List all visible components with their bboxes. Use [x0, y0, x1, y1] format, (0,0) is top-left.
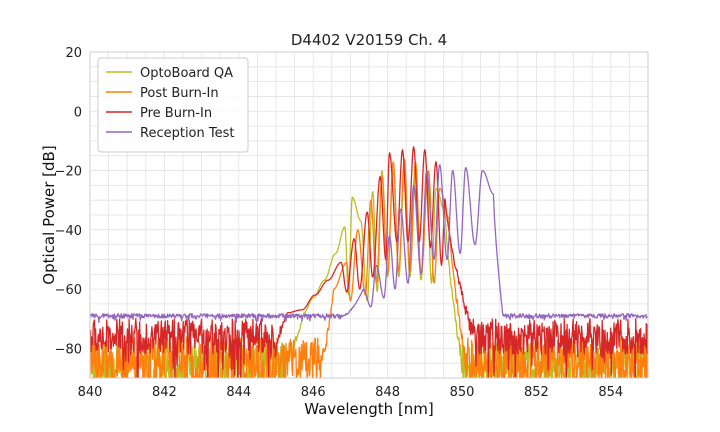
legend-box [97, 57, 249, 153]
x-tick-label: 848 [375, 385, 400, 400]
x-tick-label: 854 [598, 385, 623, 400]
legend-label: Post Burn-In [140, 86, 219, 101]
y-tick-label: −60 [55, 283, 82, 298]
x-tick-labels: 840 842 844 846 848 850 852 854 [78, 385, 624, 400]
legend-label: OptoBoard QA [140, 66, 233, 81]
x-tick-label: 850 [450, 385, 475, 400]
y-tick-label: −40 [55, 224, 82, 239]
legend-label: Pre Burn-In [140, 106, 212, 121]
y-tick-labels: 20 0 −20 −40 −60 −80 [55, 46, 82, 357]
x-tick-label: 842 [152, 385, 177, 400]
chart-title: D4402 V20159 Ch. 4 [291, 31, 447, 49]
y-tick-label: −80 [55, 342, 82, 357]
series-line-pre-burn-in [90, 146, 648, 378]
plot-frame [89, 51, 649, 379]
x-axis-title: Wavelength [nm] [304, 400, 434, 418]
x-tick-label: 844 [226, 385, 251, 400]
series-line-reception-test [90, 164, 648, 324]
series-group [90, 146, 648, 378]
legend: OptoBoard QA Post Burn-In Pre Burn-In Recep… [97, 57, 249, 153]
x-tick-label: 846 [301, 385, 326, 400]
y-axis-title: Optical Power [dB] [40, 145, 58, 284]
y-tick-label: 0 [74, 105, 82, 120]
x-tick-label: 852 [524, 385, 549, 400]
y-tick-label: 20 [65, 46, 82, 61]
x-tick-label: 840 [78, 385, 103, 400]
y-tick-label: −20 [55, 165, 82, 180]
legend-label: Reception Test [140, 126, 234, 141]
